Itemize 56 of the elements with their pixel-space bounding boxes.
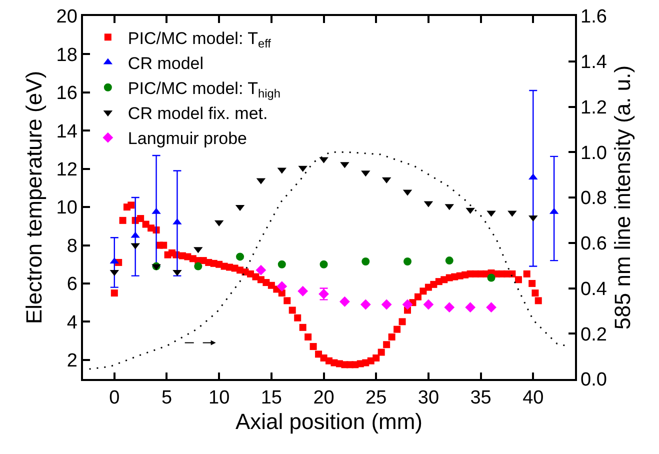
point: [360, 299, 371, 310]
x-tick-label: 15: [260, 388, 282, 409]
x-tick-label: 5: [161, 388, 172, 409]
y2-tick-label: 1.6: [580, 6, 607, 28]
x-tick-label: 30: [418, 388, 440, 409]
y-tick-label: 16: [56, 83, 78, 104]
point: [298, 286, 308, 296]
point: [362, 258, 370, 266]
legend-label: CR model: [128, 54, 204, 73]
x-tick-label: 0: [109, 388, 120, 409]
point: [256, 264, 266, 276]
point: [278, 260, 286, 268]
point: [381, 299, 392, 310]
y2-tick-label: 0.2: [580, 324, 607, 346]
legend-label: Langmuir probe: [128, 129, 247, 148]
y-tick-label: 6: [66, 274, 78, 296]
point: [320, 260, 328, 268]
x-axis-title: Axial position (mm): [235, 408, 423, 434]
y-tick-label: 12: [56, 159, 78, 180]
point: [444, 302, 455, 313]
point: [487, 274, 496, 282]
y-tick-label: 10: [56, 198, 78, 219]
y-tick-label: 2: [66, 350, 78, 372]
x-tick-label: 40: [522, 388, 544, 409]
legend-label: PIC/MC model: T$_{eff}$: [128, 28, 272, 50]
y2-tick-label: 1.4: [580, 52, 608, 74]
point: [340, 296, 350, 307]
y-tick-label: 14: [56, 121, 78, 142]
y2-tick-label: 1.2: [580, 97, 607, 118]
x-tick-label: 35: [470, 388, 492, 409]
y-axis-title: Electron temperature (eV): [22, 70, 47, 324]
point: [276, 281, 288, 292]
legend-label: CR model fix. met.: [128, 104, 268, 124]
y2-tick-label: 1.0: [580, 142, 607, 164]
point: [465, 302, 476, 313]
point: [445, 256, 454, 265]
point: [236, 252, 244, 261]
y-tick-label: 18: [56, 44, 78, 66]
y2-tick-label: 0.8: [580, 188, 607, 210]
y2-tick-label: 0.0: [580, 370, 607, 391]
line-series: [88, 151, 568, 370]
legend-label: PIC/MC model: T$_{high}$: [128, 79, 280, 101]
y-tick-label: 20: [56, 6, 78, 28]
point: [486, 302, 496, 313]
point: [194, 262, 202, 270]
y2-axis-title: 585 nm line intensity (a. u.): [610, 65, 635, 330]
x-tick-label: 10: [208, 388, 230, 409]
y-tick-label: 4: [66, 312, 78, 334]
x-tick-label: 20: [313, 388, 334, 409]
x-tick-label: 25: [366, 388, 387, 409]
y-tick-label: 8: [66, 236, 78, 257]
y2-tick-label: 0.6: [580, 234, 607, 255]
point: [402, 299, 413, 310]
y2-tick-label: 0.4: [580, 278, 608, 300]
point: [423, 299, 434, 310]
point: [404, 258, 412, 266]
